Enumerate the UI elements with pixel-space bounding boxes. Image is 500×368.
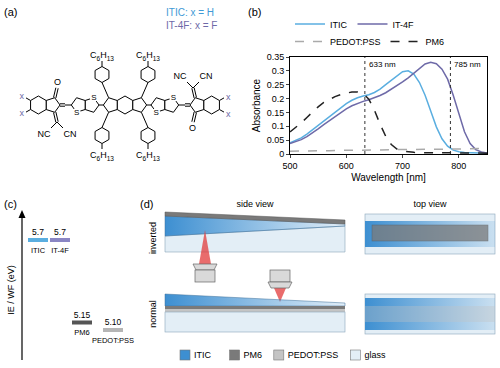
svg-text:O: O — [189, 123, 196, 133]
svg-text:O: O — [54, 77, 61, 87]
svg-text:side view: side view — [236, 199, 274, 209]
svg-text:0.35: 0.35 — [267, 52, 285, 62]
svg-text:PM6: PM6 — [74, 328, 89, 337]
svg-text:NC: NC — [38, 129, 51, 139]
svg-text:Wavelength [nm]: Wavelength [nm] — [351, 172, 426, 183]
svg-text:5.10: 5.10 — [105, 317, 122, 327]
svg-text:0: 0 — [279, 149, 284, 159]
svg-text:C6H13: C6H13 — [136, 150, 160, 161]
svg-text:PM6: PM6 — [426, 37, 445, 47]
svg-text:0.2: 0.2 — [272, 94, 285, 104]
svg-text:0.25: 0.25 — [267, 80, 285, 90]
svg-text:5.15: 5.15 — [74, 310, 91, 320]
svg-text:800: 800 — [451, 161, 466, 171]
svg-text:Absorbance: Absorbance — [251, 78, 262, 132]
svg-text:S: S — [74, 108, 79, 117]
svg-text:IT-4F: IT-4F — [392, 20, 414, 30]
svg-text:x: x — [20, 108, 25, 118]
svg-text:(a): (a) — [4, 6, 17, 18]
svg-text:S: S — [153, 108, 158, 117]
svg-text:0.05: 0.05 — [267, 135, 285, 145]
svg-text:C6H13: C6H13 — [90, 50, 114, 61]
svg-text:C6H13: C6H13 — [136, 50, 160, 61]
svg-text:PM6: PM6 — [244, 350, 263, 360]
svg-text:inverted: inverted — [148, 222, 158, 254]
svg-text:C6H13: C6H13 — [90, 150, 114, 161]
svg-text:633 nm: 633 nm — [369, 60, 396, 69]
svg-text:CN: CN — [200, 71, 213, 81]
svg-text:glass: glass — [364, 350, 386, 360]
svg-text:600: 600 — [339, 161, 354, 171]
svg-text:0.15: 0.15 — [267, 108, 285, 118]
svg-text:785 nm: 785 nm — [454, 60, 481, 69]
svg-text:ITIC: ITIC — [330, 20, 347, 30]
svg-text:S: S — [171, 93, 176, 102]
svg-text:700: 700 — [395, 161, 410, 171]
svg-text:ITIC: ITIC — [194, 350, 211, 360]
svg-text:500: 500 — [282, 161, 297, 171]
svg-text:0.3: 0.3 — [272, 66, 285, 76]
svg-text:IT-4F: IT-4F — [51, 246, 69, 255]
svg-text:0.1: 0.1 — [272, 121, 285, 131]
svg-text:PEDOT:PSS: PEDOT:PSS — [330, 37, 381, 47]
svg-text:ITIC: ITIC — [31, 246, 46, 255]
svg-text:x: x — [226, 92, 231, 102]
svg-text:normal: normal — [148, 300, 158, 328]
svg-text:x: x — [20, 91, 25, 101]
svg-text:5.7: 5.7 — [32, 227, 44, 237]
svg-text:top view: top view — [413, 199, 447, 209]
svg-text:(c): (c) — [4, 198, 17, 210]
svg-text:S: S — [91, 93, 96, 102]
svg-text:ITIC: x = H: ITIC: x = H — [166, 7, 214, 18]
svg-text:PEDOT:PSS: PEDOT:PSS — [92, 336, 134, 345]
svg-text:PEDOT:PSS: PEDOT:PSS — [288, 350, 339, 360]
svg-text:x: x — [226, 109, 231, 119]
svg-text:CN: CN — [64, 129, 77, 139]
svg-text:(b): (b) — [248, 6, 261, 18]
svg-text:NC: NC — [174, 71, 187, 81]
svg-text:IT-4F: x = F: IT-4F: x = F — [166, 20, 217, 31]
svg-text:(d): (d) — [140, 198, 153, 210]
svg-text:IE / WF (eV): IE / WF (eV) — [6, 265, 16, 315]
svg-text:5.7: 5.7 — [54, 227, 66, 237]
